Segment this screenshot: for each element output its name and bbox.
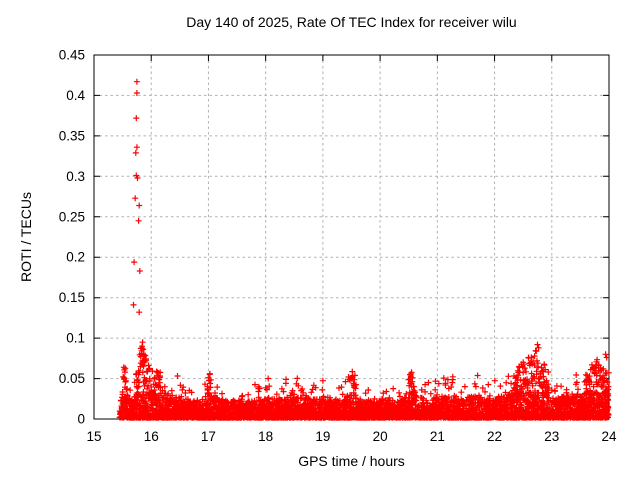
y-tick-label: 0.2 xyxy=(66,250,85,265)
scatter-points xyxy=(116,78,612,421)
y-tick-label: 0.1 xyxy=(66,331,85,346)
x-tick-label: 22 xyxy=(487,429,502,444)
x-tick-label: 24 xyxy=(601,429,617,444)
y-tick-label: 0.15 xyxy=(59,290,85,305)
x-tick-label: 23 xyxy=(544,429,559,444)
x-tick-label: 19 xyxy=(315,429,330,444)
x-tick-label: 20 xyxy=(373,429,388,444)
x-tick-label: 18 xyxy=(258,429,273,444)
y-tick-label: 0.25 xyxy=(59,209,85,224)
y-tick-label: 0.05 xyxy=(59,371,85,386)
x-tick-label: 17 xyxy=(201,429,216,444)
chart-title: Day 140 of 2025, Rate Of TEC Index for r… xyxy=(186,14,517,30)
x-tick-label: 21 xyxy=(430,429,445,444)
grid-lines xyxy=(94,55,609,419)
y-tick-label: 0.35 xyxy=(59,128,85,143)
y-tick-label: 0 xyxy=(77,412,85,427)
y-tick-label: 0.45 xyxy=(59,48,85,63)
x-tick-label: 15 xyxy=(86,429,101,444)
x-tick-label: 16 xyxy=(144,429,159,444)
x-axis-label: GPS time / hours xyxy=(298,453,405,469)
y-tick-label: 0.4 xyxy=(66,88,85,103)
y-tick-label: 0.3 xyxy=(66,169,85,184)
